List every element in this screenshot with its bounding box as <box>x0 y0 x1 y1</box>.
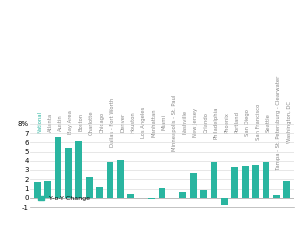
Bar <box>179 192 186 198</box>
Bar <box>128 194 134 198</box>
Bar <box>34 182 41 198</box>
Bar <box>65 148 72 198</box>
Bar <box>190 173 196 198</box>
Bar <box>221 198 228 205</box>
Bar <box>44 181 51 198</box>
Bar <box>107 162 113 198</box>
Bar <box>159 188 165 198</box>
Bar <box>200 190 207 198</box>
Bar <box>86 177 93 198</box>
Legend: Y-o-Y Change: Y-o-Y Change <box>36 194 92 203</box>
Bar <box>148 198 155 199</box>
Bar <box>231 167 238 198</box>
Bar <box>55 137 62 198</box>
Bar <box>242 166 248 198</box>
Bar <box>76 141 82 198</box>
Bar <box>262 162 269 198</box>
Bar <box>252 165 259 198</box>
Bar <box>273 196 280 198</box>
Bar <box>96 187 103 198</box>
Bar <box>283 181 290 198</box>
Bar <box>211 162 217 198</box>
Bar <box>117 160 124 198</box>
